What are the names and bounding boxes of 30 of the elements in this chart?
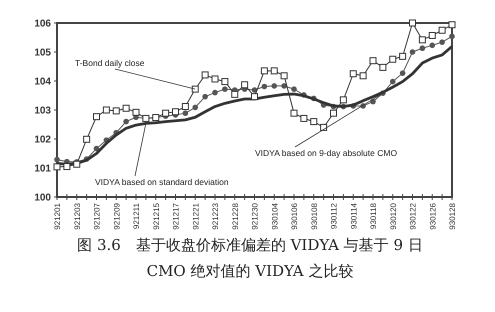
y-tick-label: 105 <box>34 48 52 58</box>
y-tick-label: 103 <box>34 106 52 116</box>
x-tick-label: 930104 <box>270 202 280 230</box>
x-tick-label: 930122 <box>408 202 418 230</box>
x-tick-label: 921228 <box>230 202 240 230</box>
x-tick-label: 930114 <box>349 202 358 230</box>
x-tick-label: 921209 <box>112 202 122 230</box>
x-tick-label: 930118 <box>369 202 378 230</box>
x-tick-label: 930108 <box>310 202 319 230</box>
x-tick-label: 930106 <box>290 202 299 230</box>
y-tick-label: 102 <box>34 134 52 146</box>
x-tick-label: 921217 <box>172 202 180 230</box>
x-tick-label: 921215 <box>152 202 161 230</box>
y-tick-label: 101 <box>34 164 52 174</box>
x-tick-label: 921221 <box>191 202 200 230</box>
text: VIDYA based on standard deviation <box>95 177 229 187</box>
x-tick-label: 921203 <box>72 202 82 230</box>
x-tick-label: 921223 <box>211 202 220 230</box>
x-tick-label: 930128 <box>448 202 457 230</box>
x-tick-label: 921201 <box>53 202 62 230</box>
y-tick-label: 104 <box>34 76 52 88</box>
x-tick-label: 930120 <box>388 202 398 230</box>
y-tick-label: 106 <box>34 18 52 30</box>
text: 图 3.6 基于收盘价标准偏差的 VIDYA 与基于 9 日 CMO 绝对值的 VIDYA 之比较 <box>76 235 424 282</box>
x-tick-label: 921207 <box>92 202 102 230</box>
x-tick-label: 921230 <box>250 202 260 230</box>
x-tick-label: 930112 <box>330 202 338 230</box>
x-tick-label: 930126 <box>428 202 438 230</box>
x-tick-label: 921211 <box>132 202 141 230</box>
y-tick-label: 100 <box>34 192 52 204</box>
